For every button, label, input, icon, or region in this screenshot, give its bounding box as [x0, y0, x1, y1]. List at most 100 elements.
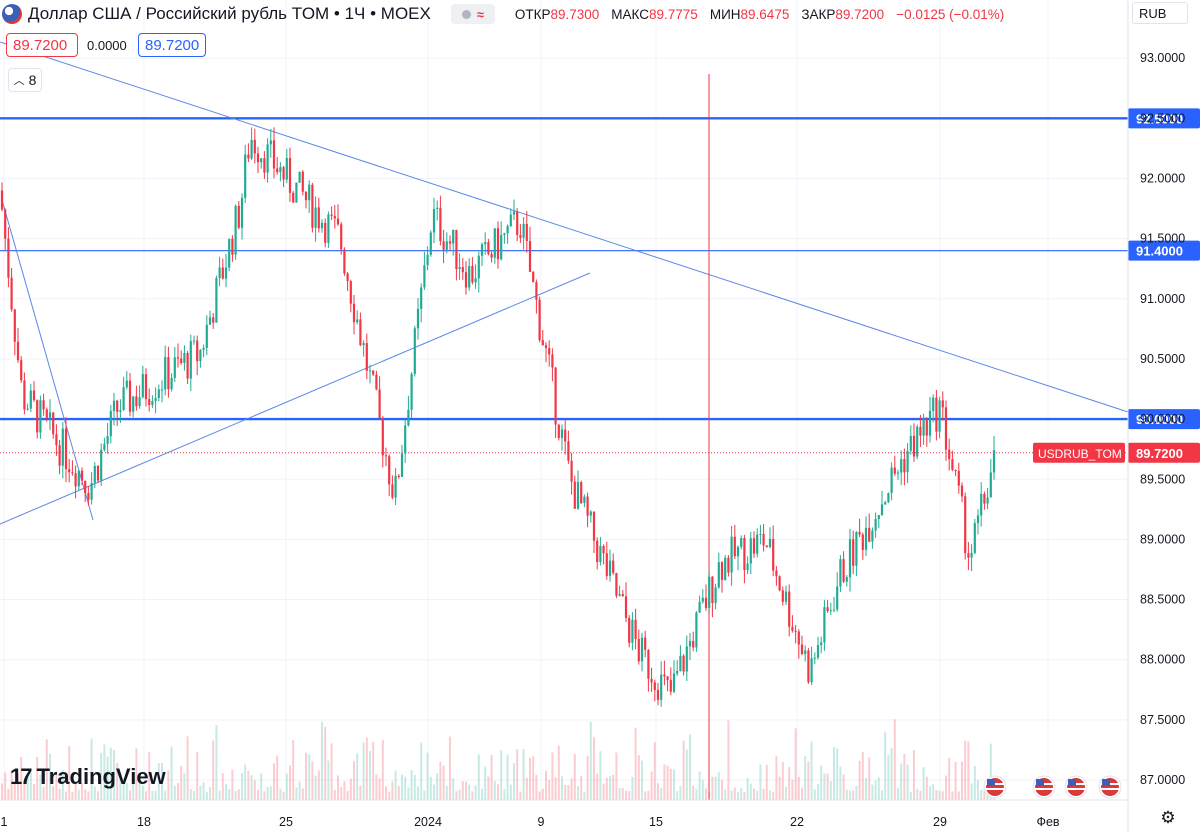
volume-bar	[481, 788, 483, 800]
volume-bar	[919, 790, 922, 800]
volume-bar	[730, 790, 733, 800]
volume-bar	[71, 791, 74, 800]
volume-bar	[349, 778, 352, 800]
volume-bar	[263, 791, 266, 800]
volume-bar	[836, 748, 839, 800]
candle-body	[906, 450, 909, 473]
candle-body	[221, 267, 224, 279]
volume-bar	[186, 736, 189, 800]
volume-bar	[231, 769, 234, 800]
volume-bar	[977, 780, 979, 800]
volume-bar	[877, 777, 880, 800]
volume-bar	[404, 776, 407, 800]
volume-bar	[666, 765, 669, 800]
volume-bar	[573, 754, 576, 800]
candle-body	[308, 184, 311, 201]
level-label-bg	[1128, 409, 1200, 430]
candle-body	[560, 429, 564, 438]
candle-body	[461, 267, 464, 273]
volume-bar	[762, 788, 765, 800]
candle-body	[375, 374, 378, 390]
candle-body	[781, 590, 784, 602]
volume-bar	[909, 791, 912, 800]
volume-bar	[471, 791, 474, 800]
candle-body	[733, 536, 736, 557]
volume-bar	[922, 767, 925, 800]
volume-bar	[266, 786, 269, 800]
settings-gear-icon[interactable]: ⚙	[1160, 808, 1176, 827]
symbol-title[interactable]: Доллар США / Российский рубль TOM • 1Ч •…	[28, 4, 431, 23]
volume-bar	[551, 752, 554, 800]
volume-bar	[29, 772, 32, 800]
candle-body	[58, 445, 61, 466]
indicators-toggle[interactable]: ︿ 8	[8, 68, 42, 92]
currency-selector[interactable]: RUB	[1132, 2, 1188, 24]
candle-body	[407, 409, 410, 426]
volume-bar	[916, 789, 919, 800]
candle-body	[647, 649, 650, 679]
sell-price-box[interactable]: 89.7200	[6, 33, 78, 57]
volume-bar	[849, 790, 851, 800]
volume-bar	[77, 789, 80, 800]
candle-body	[0, 190, 4, 210]
volume-bar	[509, 784, 512, 800]
volume-bar	[871, 784, 874, 800]
candle-body	[848, 539, 852, 578]
volume-bar	[442, 765, 445, 800]
volume-bar	[250, 775, 253, 800]
volume-bar	[346, 791, 349, 800]
volume-bar	[839, 766, 842, 800]
time-tick-label: 15	[649, 815, 663, 829]
candle-body	[247, 154, 250, 159]
volume-bar	[685, 749, 688, 800]
candle-body	[167, 357, 170, 390]
volume-bar	[151, 791, 154, 800]
volume-bar	[23, 782, 26, 800]
candle-body	[285, 158, 288, 180]
buy-price-box[interactable]: 89.7200	[138, 33, 206, 57]
volume-bar	[519, 791, 522, 800]
volume-bar	[497, 784, 499, 800]
candle-body	[272, 140, 276, 169]
candle-body	[660, 674, 663, 700]
candle-body	[583, 496, 586, 504]
volume-bar	[650, 771, 653, 800]
candle-body	[237, 205, 240, 228]
volume-bar	[45, 739, 48, 800]
volume-bar	[244, 764, 247, 800]
candle-body	[778, 576, 781, 591]
volume-bar	[74, 782, 77, 800]
ohlc-low: МИН89.6475	[709, 6, 790, 22]
candle-body	[871, 530, 874, 542]
volume-bar	[961, 761, 963, 800]
volume-bar	[285, 773, 288, 800]
candle-body	[656, 689, 660, 700]
candle-body	[964, 496, 967, 554]
candle-body	[909, 435, 912, 451]
candle-body	[589, 511, 592, 516]
candle-body	[240, 197, 244, 228]
candle-body	[736, 546, 740, 557]
volume-bar	[746, 777, 749, 800]
volume-bar	[925, 776, 928, 800]
chart-header: Доллар США / Российский рубль TOM • 1Ч •…	[0, 0, 1004, 28]
volume-bar	[586, 755, 589, 800]
price-change: −0.0125 (−0.01%)	[896, 6, 1005, 22]
volume-bar	[868, 757, 871, 800]
candle-body	[266, 144, 269, 173]
candle-body	[423, 265, 426, 288]
market-status-pill[interactable]: ≈	[450, 4, 495, 24]
volume-bar	[733, 787, 736, 800]
volume-bar	[20, 756, 23, 800]
candle-body	[208, 317, 212, 325]
volume-bar	[737, 791, 739, 800]
candle-body	[692, 641, 695, 648]
candle-body	[935, 397, 938, 432]
volume-bar	[641, 760, 643, 800]
volume-bar	[36, 756, 39, 800]
volume-bar	[209, 787, 211, 800]
volume-bar	[596, 773, 599, 800]
level-label-text: 91.4000	[1136, 244, 1183, 259]
price-tick-label: 89.5000	[1140, 472, 1185, 486]
